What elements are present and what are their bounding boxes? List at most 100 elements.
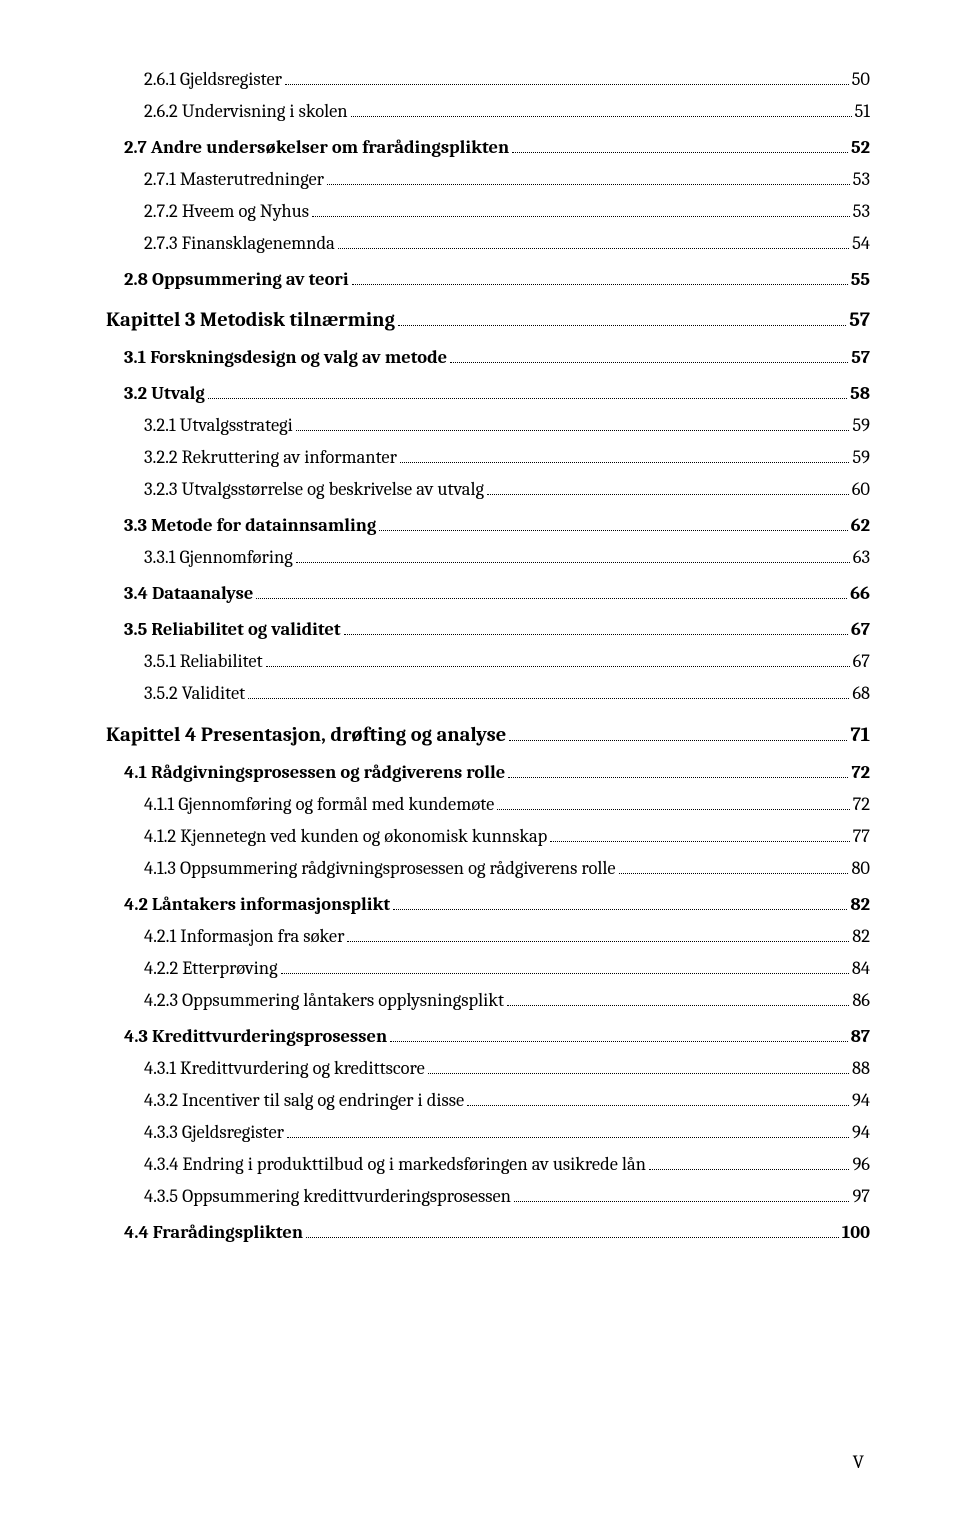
toc-entry-page: 72 [851,761,870,783]
toc-leader-dots [649,1153,849,1170]
toc-leader-dots [208,383,847,400]
toc-entry-label: 4.1.3 Oppsummering rådgivningsprosessen … [144,857,616,879]
toc-entry: 4.2.3 Oppsummering låntakers opplysnings… [106,989,870,1011]
toc-entry-label: 4.3.4 Endring i produkttilbud og i marke… [144,1153,646,1175]
toc-entry-page: 57 [849,309,870,332]
toc-leader-dots [398,308,846,326]
toc-entry: 2.7.2 Hveem og Nyhus 53 [106,200,870,222]
toc-leader-dots [514,1185,849,1202]
toc-entry: Kapittel 3 Metodisk tilnærming 57 [106,308,870,332]
toc-leader-dots [508,761,848,778]
toc-entry-label: 4.4 Frarådingsplikten [124,1221,303,1243]
toc-entry-label: 3.2.2 Rekruttering av informanter [144,446,397,468]
toc-entry: 3.5.1 Reliabilitet67 [106,650,870,672]
toc-entry: 2.6.2 Undervisning i skolen51 [106,100,870,122]
toc-leader-dots [550,825,849,842]
toc-entry: 3.5 Reliabilitet og validitet67 [106,618,870,640]
toc-leader-dots [285,68,849,85]
toc-entry-page: 59 [852,414,870,436]
toc-entry: 3.3 Metode for datainnsamling62 [106,514,870,536]
toc-entry: 4.2.1 Informasjon fra søker82 [106,925,870,947]
toc-entry-page: 55 [851,268,870,290]
toc-entry-page: 68 [852,682,870,704]
toc-entry-page: 60 [852,478,870,500]
toc-entry-page: 97 [852,1185,870,1207]
toc-leader-dots [344,619,848,636]
toc-entry-label: 3.1 Forskningsdesign og valg av metode [124,346,447,368]
toc-entry-label: 3.2.1 Utvalgsstrategi [144,414,293,436]
toc-entry-label: 4.3 Kredittvurderingsprosessen [124,1025,387,1047]
toc-entry-page: 82 [850,893,870,915]
toc-entry-label: 4.3.1 Kredittvurdering og kredittscore [144,1057,425,1079]
toc-entry-page: 59 [852,446,870,468]
toc-entry: 2.7.1 Masterutredninger 53 [106,168,870,190]
table-of-contents: 2.6.1 Gjeldsregister50 2.6.2 Undervisning… [106,68,870,1243]
toc-entry: 2.6.1 Gjeldsregister50 [106,68,870,90]
toc-leader-dots [487,479,849,496]
toc-leader-dots [400,447,849,464]
toc-leader-dots [306,1221,839,1238]
toc-entry-label: 4.1 Rådgivningsprosessen og rådgiverens … [124,761,505,783]
toc-entry-page: 54 [852,232,870,254]
toc-entry-page: 57 [851,346,870,368]
toc-entry: 3.2.1 Utvalgsstrategi 59 [106,414,870,436]
toc-entry: 4.1.2 Kjennetegn ved kunden og økonomisk… [106,825,870,847]
toc-entry-label: 3.2.3 Utvalgsstørrelse og beskrivelse av… [144,478,484,500]
toc-entry-page: 87 [851,1025,870,1047]
toc-entry: 4.3.5 Oppsummering kredittvurderingspros… [106,1185,870,1207]
toc-entry-label: 2.7.2 Hveem og Nyhus [144,200,309,222]
toc-entry-label: 2.8 Oppsummering av teori [124,268,349,290]
toc-entry-page: 58 [850,382,870,404]
toc-leader-dots [390,1025,847,1042]
toc-leader-dots [287,1121,849,1138]
toc-entry-label: 4.3.5 Oppsummering kredittvurderingspros… [144,1185,511,1207]
toc-entry-page: 94 [852,1121,870,1143]
toc-leader-dots [256,583,847,600]
toc-leader-dots [281,957,849,974]
toc-entry: 4.1.3 Oppsummering rådgivningsprosessen … [106,857,870,879]
toc-leader-dots [338,232,849,249]
toc-leader-dots [351,100,852,117]
toc-entry: Kapittel 4 Presentasjon, drøfting og ana… [106,722,870,746]
toc-entry: 3.3.1 Gjennomføring 63 [106,546,870,568]
toc-leader-dots [327,168,850,185]
toc-leader-dots [312,200,850,217]
toc-entry-page: 51 [855,100,871,122]
toc-entry-label: 4.1.1 Gjennomføring og formål med kundem… [144,793,494,815]
toc-entry: 2.7.3 Finansklagenemnda 54 [106,232,870,254]
toc-leader-dots [507,989,849,1006]
toc-entry-page: 96 [852,1153,870,1175]
toc-entry: 4.3.3 Gjeldsregister94 [106,1121,870,1143]
toc-page: 2.6.1 Gjeldsregister50 2.6.2 Undervisning… [0,0,960,1517]
toc-leader-dots [497,793,849,810]
toc-entry-label: 4.1.2 Kjennetegn ved kunden og økonomisk… [144,825,547,847]
toc-entry-label: 3.3.1 Gjennomføring [144,546,293,568]
toc-entry-page: 66 [850,582,870,604]
toc-entry-label: 3.5 Reliabilitet og validitet [124,618,341,640]
toc-entry: 4.3.2 Incentiver til salg og endringer i… [106,1089,870,1111]
toc-entry-page: 94 [852,1089,870,1111]
toc-entry-label: 3.4 Dataanalyse [124,582,253,604]
toc-leader-dots [352,268,848,285]
toc-leader-dots [467,1089,849,1106]
toc-entry-page: 67 [853,650,870,672]
toc-entry-page: 53 [853,200,870,222]
toc-entry-label: Kapittel 4 Presentasjon, drøfting og ana… [106,724,506,747]
toc-entry-page: 53 [853,168,870,190]
toc-entry-label: 2.7.3 Finansklagenemnda [144,232,335,254]
toc-leader-dots [248,683,849,700]
toc-entry-page: 100 [842,1221,870,1243]
toc-entry: 3.5.2 Validitet 68 [106,682,870,704]
toc-entry: 3.1 Forskningsdesign og valg av metode 57 [106,346,870,368]
toc-entry-label: Kapittel 3 Metodisk tilnærming [106,309,395,332]
toc-entry-page: 63 [853,546,870,568]
toc-leader-dots [296,415,850,432]
toc-leader-dots [509,722,847,740]
toc-entry: 2.7 Andre undersøkelser om frarådingspli… [106,136,870,158]
toc-leader-dots [296,547,850,564]
toc-entry-label: 4.2 Låntakers informasjonsplikt [124,893,390,915]
toc-entry: 4.2 Låntakers informasjonsplikt 82 [106,893,870,915]
toc-entry-label: 3.5.2 Validitet [144,682,245,704]
toc-entry-page: 52 [851,136,870,158]
toc-entry-label: 2.7.1 Masterutredninger [144,168,324,190]
